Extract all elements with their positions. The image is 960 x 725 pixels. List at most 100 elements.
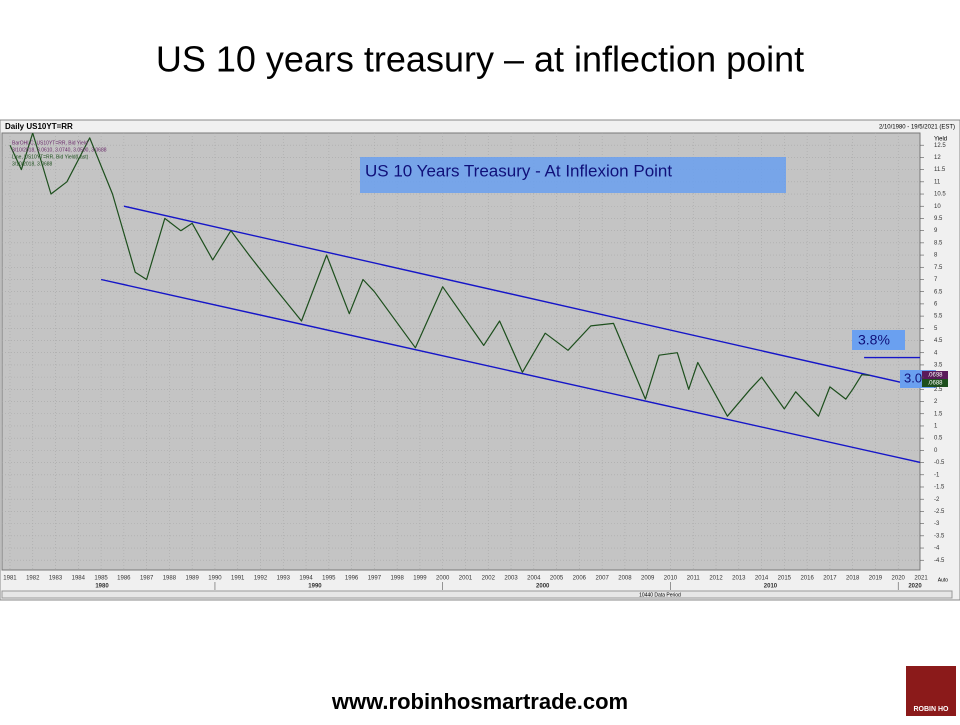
logo — [906, 666, 956, 716]
x-tick-label: 2005 — [550, 576, 564, 582]
x-tick-label: 1996 — [345, 576, 359, 582]
x-tick-label: 1982 — [26, 576, 40, 582]
y-tick-label: 8.5 — [934, 240, 943, 246]
x-tick-label: 2001 — [459, 576, 473, 582]
scale-button[interactable]: Auto — [938, 577, 949, 583]
x-tick-label: 1995 — [322, 576, 336, 582]
y-tick-label: -2 — [934, 497, 940, 503]
x-tick-label: 1999 — [413, 576, 427, 582]
y-tick-label: 4 — [934, 350, 938, 356]
y-tick-label: 0.5 — [934, 436, 943, 442]
y-tick-label: 3.5 — [934, 363, 943, 369]
x-tick-label: 1981 — [3, 576, 17, 582]
x-tick-label: 1986 — [117, 576, 131, 582]
x-tick-label: 2011 — [687, 576, 701, 582]
x-tick-label: 1991 — [231, 576, 245, 582]
y-tick-label: 1.5 — [934, 411, 943, 417]
y-tick-label: -1 — [934, 472, 940, 478]
last-label: .0688 — [927, 373, 943, 379]
y-tick-label: 6 — [934, 301, 938, 307]
y-label: Yield — [934, 137, 947, 143]
price-line — [9, 133, 870, 417]
y-tick-label: -1.5 — [934, 485, 945, 491]
x-tick-label: 2007 — [595, 576, 609, 582]
x-tick-label: 2021 — [914, 576, 928, 582]
y-tick-label: 2.5 — [934, 387, 943, 393]
scroll-text: 10440 Data Period — [639, 592, 681, 598]
y-tick-label: 3 — [934, 375, 938, 381]
x-tick-label: 1984 — [72, 576, 86, 582]
banner: US 10 Years Treasury - At Inflexion Poin… — [365, 161, 672, 180]
x-tick-label: 1983 — [49, 576, 63, 582]
slide-title: US 10 years treasury – at inflection poi… — [156, 39, 804, 80]
x-tick-label: 2009 — [641, 576, 655, 582]
x-tick-label: 1988 — [163, 576, 177, 582]
trend-line — [123, 205, 920, 388]
last-label: .0688 — [927, 381, 943, 387]
x-tick-label: 2003 — [504, 576, 518, 582]
legend-text: 3/10/2018, 3.0688 — [12, 161, 53, 167]
y-tick-label: 7.5 — [934, 265, 943, 271]
y-tick-label: 9.5 — [934, 216, 943, 222]
logo-text: ROBIN HO — [914, 706, 950, 713]
decade-label: 1990 — [308, 584, 322, 590]
y-tick-label: 8 — [934, 253, 938, 259]
x-tick-label: 1994 — [299, 576, 313, 582]
y-tick-label: 5 — [934, 326, 938, 332]
y-tick-label: 7 — [934, 277, 938, 283]
x-tick-label: 1989 — [185, 576, 199, 582]
scrollbar[interactable] — [1, 590, 953, 599]
x-tick-label: 2015 — [778, 576, 792, 582]
x-tick-label: 1997 — [368, 576, 382, 582]
x-tick-label: 2019 — [869, 576, 883, 582]
y-tick-label: -4 — [934, 546, 940, 552]
footer-url: www.robinhosmartrade.com — [331, 689, 628, 714]
x-tick-label: 2020 — [892, 576, 906, 582]
y-tick-label: 10 — [934, 204, 941, 210]
decade-label: 2020 — [908, 584, 922, 590]
y-tick-label: 6.5 — [934, 289, 943, 295]
x-tick-label: 2000 — [436, 576, 450, 582]
y-tick-label: 1 — [934, 424, 938, 430]
y-tick-label: 4.5 — [934, 338, 943, 344]
x-tick-label: 2004 — [527, 576, 541, 582]
y-tick-label: 0 — [934, 448, 938, 454]
x-tick-label: 1993 — [277, 576, 291, 582]
y-tick-label: 12.5 — [934, 143, 946, 149]
x-tick-label: 1985 — [94, 576, 108, 582]
x-tick-label: 2010 — [664, 576, 678, 582]
plot-area — [1, 132, 921, 571]
y-tick-label: -3.5 — [934, 533, 945, 539]
last-tag — [922, 379, 948, 387]
date-range: 2/10/1980 - 19/5/2021 (EST) — [879, 125, 955, 131]
legend-text: BarOHLC, US10YT=RR, Bid Yield — [12, 140, 88, 146]
x-tick-label: 1998 — [390, 576, 404, 582]
y-tick-label: 9 — [934, 228, 938, 234]
x-tick-label: 2006 — [573, 576, 587, 582]
banner-box — [360, 157, 786, 193]
y-tick-label: -3 — [934, 521, 940, 527]
y-tick-label: 2 — [934, 399, 938, 405]
legend-text: 3/10/2018, 3.0610, 3.0740, 3.0500, 3.068… — [12, 147, 107, 153]
y-tick-label: -0.5 — [934, 460, 945, 466]
chart-title: Daily US10YT=RR — [5, 122, 73, 131]
x-tick-label: 2014 — [755, 576, 769, 582]
y-tick-label: 12 — [934, 155, 941, 161]
y-tick-label: -2.5 — [934, 509, 945, 515]
legend-entry: Line, US10YT=RR, Bid Yield(Last) — [12, 154, 89, 160]
x-tick-label: 2018 — [846, 576, 860, 582]
decade-label: 1980 — [95, 584, 109, 590]
x-tick-label: 1992 — [254, 576, 268, 582]
y-tick-label: 10.5 — [934, 192, 946, 198]
annotation: 3.8% — [858, 332, 890, 348]
x-tick-label: 1987 — [140, 576, 154, 582]
x-tick-label: 2012 — [709, 576, 723, 582]
decade-label: 2010 — [764, 584, 778, 590]
annotation-box — [852, 330, 905, 350]
x-tick-label: 2002 — [482, 576, 496, 582]
y-tick-label: 11 — [934, 179, 941, 185]
y-tick-label: 5.5 — [934, 314, 943, 320]
y-tick-label: 11.5 — [934, 167, 946, 173]
x-tick-label: 2017 — [823, 576, 837, 582]
y-tick-label: -4.5 — [934, 558, 945, 564]
